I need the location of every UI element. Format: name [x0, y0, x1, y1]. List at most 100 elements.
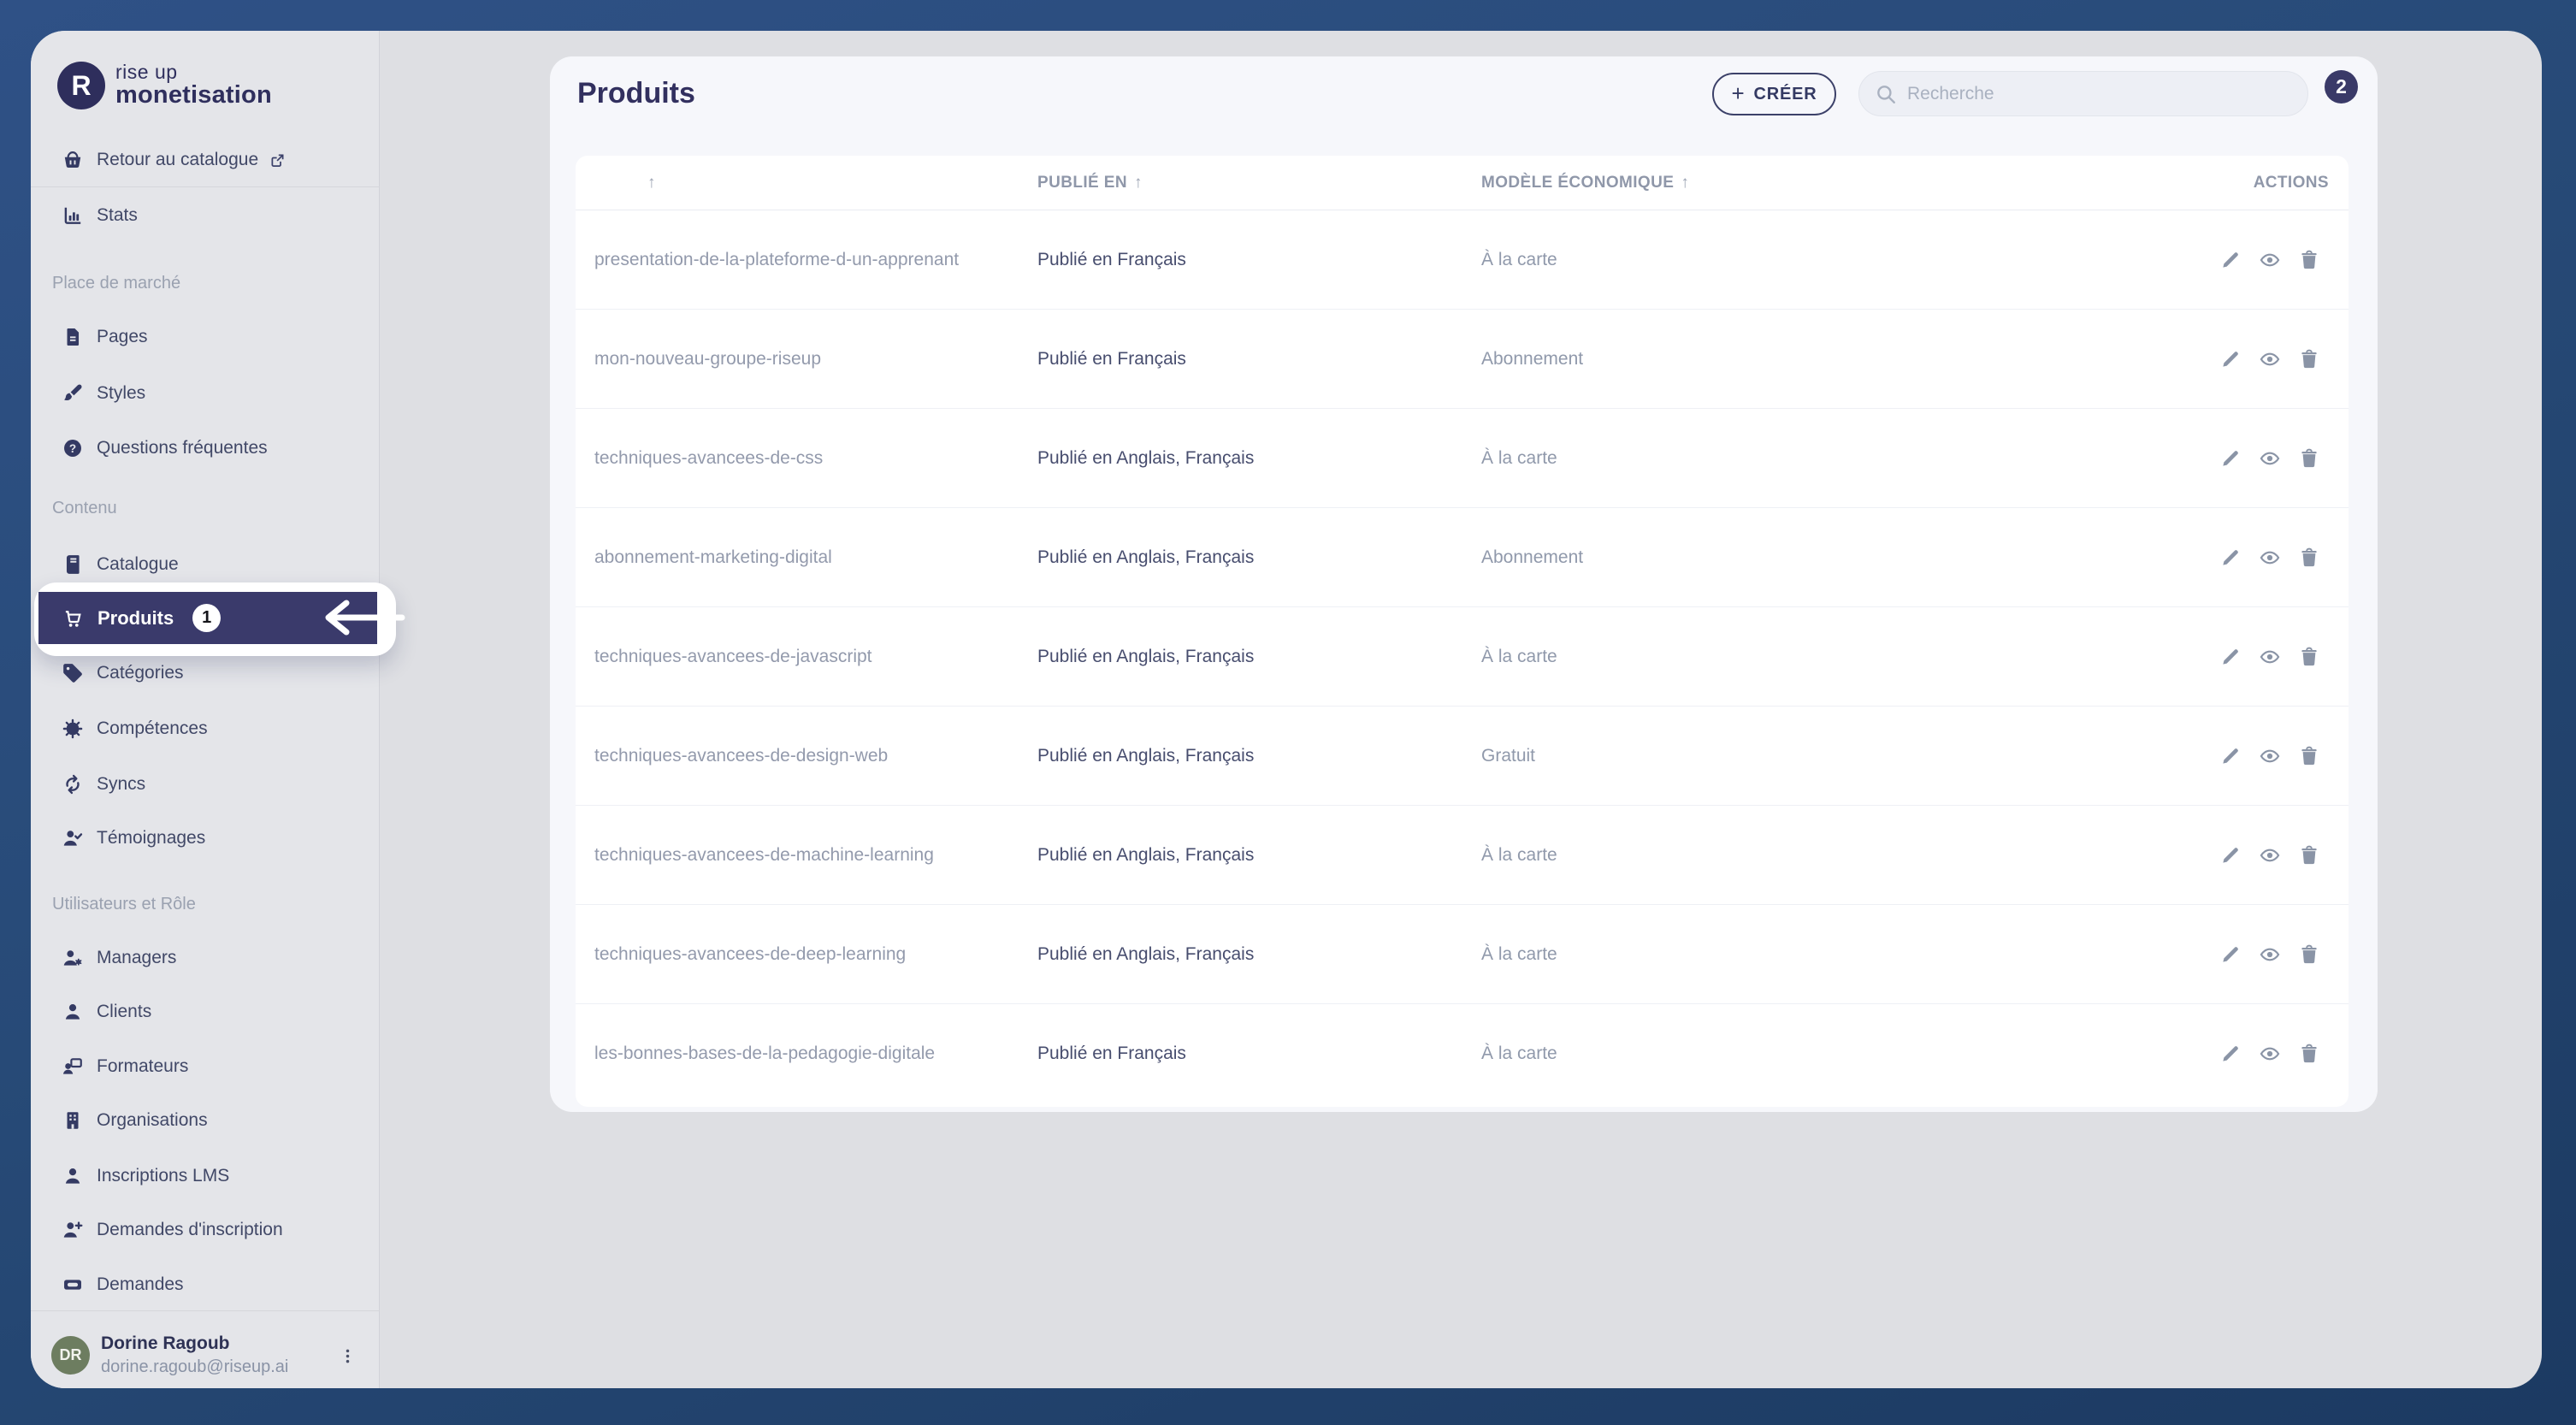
product-name: techniques-avancees-de-machine-learning: [594, 844, 934, 865]
sidebar-divider: [31, 186, 380, 187]
sidebar-item-label: Syncs: [97, 774, 146, 794]
delete-button[interactable]: [2294, 840, 2325, 871]
sidebar-item-syncs[interactable]: Syncs: [31, 757, 379, 812]
sort-asc-icon[interactable]: ↑: [647, 173, 656, 192]
sidebar-item-organisations[interactable]: Organisations: [31, 1093, 379, 1148]
sidebar-item-questions-frequentes[interactable]: ? Questions fréquentes: [31, 421, 379, 476]
person-icon: [65, 1004, 80, 1020]
sidebar-divider: [31, 1310, 380, 1311]
view-button[interactable]: [2254, 939, 2285, 970]
product-published: Publié en Anglais, Français: [1037, 447, 1255, 468]
sidebar-item-demandes[interactable]: Demandes: [31, 1257, 379, 1312]
sidebar: R rise up monetisation Retour au catalog…: [31, 31, 405, 1388]
eye-icon: [2260, 948, 2280, 961]
search-input[interactable]: [1905, 82, 2307, 105]
view-button[interactable]: [2254, 741, 2285, 772]
sidebar-item-categories[interactable]: Catégories: [31, 646, 379, 701]
product-name: mon-nouveau-groupe-riseup: [594, 348, 821, 369]
sidebar-item-clients[interactable]: Clients: [31, 984, 379, 1039]
sidebar-item-stats[interactable]: Stats: [31, 188, 379, 243]
sort-asc-icon[interactable]: ↑: [1133, 173, 1143, 192]
edit-button[interactable]: [2215, 245, 2246, 275]
sidebar-item-temoignages[interactable]: Témoignages: [31, 811, 379, 866]
sidebar-item-label: Formateurs: [97, 1056, 189, 1076]
view-button[interactable]: [2254, 443, 2285, 474]
person-board-icon: [62, 1058, 82, 1074]
building-icon: [67, 1112, 79, 1129]
delete-button[interactable]: [2294, 1038, 2325, 1069]
sidebar-item-retour-catalogue[interactable]: Retour au catalogue: [31, 133, 379, 187]
search-bar: [1858, 71, 2308, 116]
product-name: techniques-avancees-de-css: [594, 447, 824, 468]
delete-button[interactable]: [2294, 939, 2325, 970]
question-circle-icon: ?: [64, 440, 81, 457]
sidebar-item-label: Pages: [97, 327, 148, 346]
sidebar-item-styles[interactable]: Styles: [31, 366, 379, 421]
delete-button[interactable]: [2294, 741, 2325, 772]
annotation-step-badge: 2: [2325, 70, 2358, 103]
svg-text:?: ?: [69, 442, 76, 455]
product-published: Publié en Français: [1037, 249, 1186, 269]
view-button[interactable]: [2254, 344, 2285, 375]
trash-icon: [2301, 349, 2317, 368]
sidebar-item-competences[interactable]: Compétences: [31, 701, 379, 756]
edit-button[interactable]: [2215, 840, 2246, 871]
sidebar-item-inscriptions-lms[interactable]: Inscriptions LMS: [31, 1149, 379, 1203]
view-button[interactable]: [2254, 1038, 2285, 1069]
edit-button[interactable]: [2215, 542, 2246, 573]
create-button[interactable]: + CRÉER: [1712, 73, 1836, 115]
sidebar-item-managers[interactable]: Managers: [31, 931, 379, 985]
user-name: Dorine Ragoub: [101, 1333, 230, 1354]
delete-button[interactable]: [2294, 642, 2325, 672]
sidebar-item-produits-active[interactable]: Produits 1: [38, 592, 377, 644]
table-row: presentation-de-la-plateforme-d-un-appre…: [576, 210, 2349, 310]
delete-button[interactable]: [2294, 344, 2325, 375]
sidebar-item-demandes-inscription[interactable]: Demandes d'inscription: [31, 1203, 379, 1257]
edit-button[interactable]: [2215, 1038, 2246, 1069]
sidebar-item-formateurs[interactable]: Formateurs: [31, 1039, 379, 1094]
app-window: R rise up monetisation Retour au catalog…: [31, 31, 2542, 1388]
sort-asc-icon[interactable]: ↑: [1681, 173, 1690, 192]
pencil-icon: [2223, 748, 2238, 764]
sidebar-item-pages[interactable]: Pages: [31, 310, 379, 364]
view-button[interactable]: [2254, 542, 2285, 573]
trash-icon: [2301, 845, 2317, 864]
user-menu-button[interactable]: [332, 1340, 363, 1371]
view-button[interactable]: [2254, 245, 2285, 275]
trash-icon: [2301, 1044, 2317, 1063]
table-row: mon-nouveau-groupe-riseup Publié en Fran…: [576, 310, 2349, 409]
trash-icon: [2301, 647, 2317, 665]
trash-icon: [2301, 547, 2317, 566]
edit-button[interactable]: [2215, 741, 2246, 772]
edit-button[interactable]: [2215, 939, 2246, 970]
sidebar-item-label: Managers: [97, 948, 177, 967]
delete-button[interactable]: [2294, 542, 2325, 573]
annotation-highlight-ring: Produits 1: [34, 582, 396, 656]
eye-icon: [2260, 253, 2280, 266]
sidebar-item-label: Catalogue: [97, 554, 179, 574]
view-button[interactable]: [2254, 642, 2285, 672]
eye-icon: [2260, 1047, 2280, 1061]
sidebar-item-label: Stats: [97, 205, 138, 225]
trash-icon: [2301, 250, 2317, 269]
eye-icon: [2260, 749, 2280, 762]
sidebar-item-catalogue[interactable]: Catalogue: [31, 537, 379, 592]
delete-button[interactable]: [2294, 245, 2325, 275]
pencil-icon: [2223, 351, 2238, 367]
edit-button[interactable]: [2215, 443, 2246, 474]
eye-icon: [2260, 848, 2280, 861]
user-profile: DR Dorine Ragoub dorine.ragoub@riseup.ai: [31, 1322, 380, 1388]
seal-badge-icon: [62, 718, 83, 739]
delete-button[interactable]: [2294, 443, 2325, 474]
table-header-row: ↑ PUBLIÉ EN ↑ MODÈLE ÉCONOMIQUE ↑ ACTIONS: [576, 156, 2349, 210]
page-title: Produits: [577, 77, 695, 109]
person-gear-icon: [63, 950, 82, 966]
product-model: Gratuit: [1481, 745, 1536, 766]
edit-button[interactable]: [2215, 344, 2246, 375]
sidebar-item-label: Demandes d'inscription: [97, 1220, 283, 1239]
view-button[interactable]: [2254, 840, 2285, 871]
table-row: techniques-avancees-de-css Publié en Ang…: [576, 409, 2349, 508]
person-plus-icon: [63, 1221, 83, 1238]
sidebar-item-label: Produits: [97, 606, 174, 629]
edit-button[interactable]: [2215, 642, 2246, 672]
